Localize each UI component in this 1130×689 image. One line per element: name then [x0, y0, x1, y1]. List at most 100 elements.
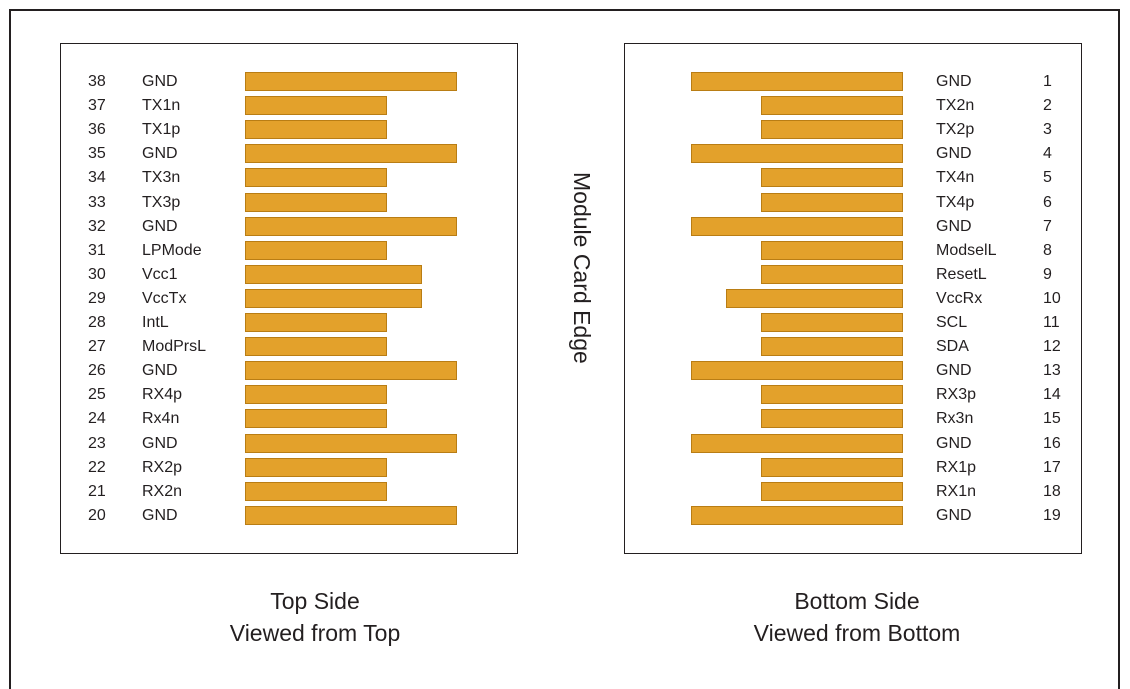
- outer-frame: [9, 9, 1120, 689]
- pin-number: 4: [1043, 145, 1052, 163]
- pin-signal-label: ModPrsL: [142, 338, 207, 356]
- pin-number: 16: [1043, 434, 1061, 452]
- contact-pad: [761, 168, 903, 188]
- pin-number: 11: [1043, 314, 1060, 331]
- pin-signal-label: GND: [142, 145, 178, 163]
- contact-pad: [245, 144, 457, 164]
- pin-signal-label: Rx4n: [142, 410, 180, 428]
- pin-row: 27 ModPrsL: [61, 336, 517, 358]
- pin-signal-label: GND: [142, 506, 178, 524]
- pin-signal-label: ResetL: [936, 265, 987, 283]
- contact-pad: [691, 72, 903, 91]
- bottom-side-caption-title: Bottom Side: [794, 588, 920, 614]
- pin-signal-label: ModselL: [936, 241, 997, 259]
- pin-number: 26: [88, 362, 106, 380]
- pin-number: 25: [88, 386, 106, 404]
- pin-signal-label: GND: [936, 362, 972, 380]
- pin-signal-label: VccRx: [936, 289, 983, 307]
- contact-pad: [761, 240, 903, 260]
- pin-number: 31: [88, 241, 106, 259]
- pin-row: 34 TX3n: [61, 167, 517, 189]
- pin-signal-label: TX1n: [142, 97, 181, 115]
- pin-row: 38 GND: [61, 71, 517, 93]
- pin-signal-label: TX2n: [936, 97, 975, 115]
- pin-signal-label: GND: [936, 506, 972, 524]
- pin-number: 35: [88, 145, 106, 163]
- pin-signal-label: RX2p: [142, 458, 183, 476]
- pin-row: 25 RX4p: [61, 384, 517, 406]
- pin-number: 7: [1043, 217, 1052, 235]
- pin-number: 30: [88, 265, 106, 283]
- pin-row: 15 Rx3n: [625, 408, 1081, 430]
- contact-pad: [691, 144, 903, 164]
- contact-pad: [245, 385, 387, 405]
- pin-number: 5: [1043, 169, 1052, 187]
- pin-number: 3: [1043, 121, 1052, 139]
- pin-row: 14 RX3p: [625, 384, 1081, 406]
- contact-pad: [245, 96, 387, 116]
- pin-number: 34: [88, 169, 106, 187]
- pin-row: 29 VccTx: [61, 288, 517, 310]
- pin-number: 24: [88, 410, 106, 428]
- pin-signal-label: LPMode: [142, 241, 202, 259]
- pin-row: 19 GND: [625, 505, 1081, 527]
- pin-row: 17 RX1p: [625, 457, 1081, 479]
- pin-row: 30 Vcc1: [61, 264, 517, 286]
- pin-signal-label: Vcc1: [142, 265, 178, 283]
- pin-signal-label: GND: [142, 434, 178, 452]
- pin-number: 28: [88, 314, 106, 331]
- pin-row: 21 RX2n: [61, 481, 517, 503]
- pin-signal-label: GND: [936, 434, 972, 452]
- pin-number: 23: [88, 434, 106, 452]
- pin-signal-label: IntL: [142, 314, 169, 331]
- contact-pad: [245, 216, 457, 236]
- top-side-panel: 38 GND 37 TX1n 36 TX1p 35 GND 34 TX3n 33 TX3p 32 GND 3…: [60, 43, 518, 554]
- contact-pad: [761, 120, 903, 140]
- pin-row: 28 IntL: [61, 312, 517, 334]
- contact-pad: [245, 192, 387, 212]
- pin-number: 13: [1043, 362, 1061, 380]
- pin-number: 22: [88, 458, 106, 476]
- pin-signal-label: TX4p: [936, 193, 975, 211]
- pin-number: 10: [1043, 289, 1061, 307]
- pin-signal-label: VccTx: [142, 289, 187, 307]
- pin-number: 21: [88, 482, 106, 500]
- pin-number: 32: [88, 217, 106, 235]
- pin-signal-label: TX4n: [936, 169, 975, 187]
- pin-number: 33: [88, 193, 106, 211]
- pin-signal-label: TX2p: [936, 121, 975, 139]
- pin-signal-label: RX3p: [936, 386, 977, 404]
- contact-pad: [245, 433, 457, 453]
- contact-pad: [245, 313, 387, 332]
- pin-number: 27: [88, 338, 106, 356]
- contact-pad: [245, 168, 387, 188]
- pin-number: 15: [1043, 410, 1061, 428]
- contact-pad: [245, 481, 387, 501]
- contact-pad: [761, 192, 903, 212]
- pin-number: 18: [1043, 482, 1061, 500]
- pin-number: 37: [88, 97, 106, 115]
- contact-pad: [245, 288, 422, 308]
- contact-pad: [761, 481, 903, 501]
- pin-row: 5 TX4n: [625, 167, 1081, 189]
- contact-pad: [761, 457, 903, 477]
- pin-signal-label: GND: [142, 217, 178, 235]
- contact-pad: [726, 288, 903, 308]
- pin-row: 35 GND: [61, 143, 517, 165]
- pin-number: 1: [1043, 73, 1052, 90]
- top-side-caption: Top Side Viewed from Top: [135, 585, 495, 649]
- pin-number: 2: [1043, 97, 1052, 115]
- pin-number: 36: [88, 121, 106, 139]
- pin-row: 16 GND: [625, 433, 1081, 455]
- pin-row: 36 TX1p: [61, 119, 517, 141]
- pin-signal-label: RX4p: [142, 386, 183, 404]
- pin-row: 18 RX1n: [625, 481, 1081, 503]
- pin-row: 32 GND: [61, 216, 517, 238]
- pin-row: 37 TX1n: [61, 95, 517, 117]
- contact-pad: [691, 505, 903, 525]
- pin-signal-label: RX1n: [936, 482, 977, 500]
- pin-number: 6: [1043, 193, 1052, 211]
- contact-pad: [761, 313, 903, 332]
- contact-pad: [761, 264, 903, 284]
- pin-row: 9 ResetL: [625, 264, 1081, 286]
